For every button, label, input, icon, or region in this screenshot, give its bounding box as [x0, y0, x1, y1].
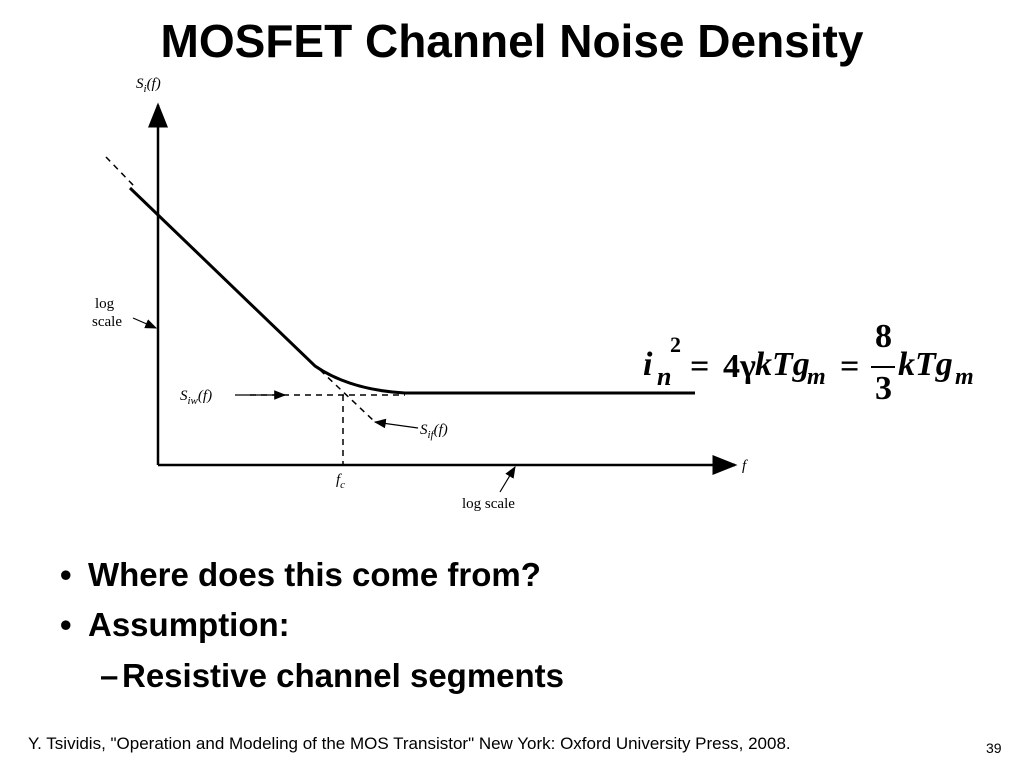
siw-label: Siw(f) [180, 388, 212, 407]
total-noise-curve [128, 186, 695, 395]
bullet-marker: • [60, 606, 72, 643]
formula-rhs-term: kTg [898, 346, 953, 383]
formula-equals-1: = [690, 348, 710, 385]
sub-bullet-text: Resistive channel segments [122, 657, 565, 694]
bullet-text: Assumption: [88, 606, 290, 643]
formula-lhs-var: i [643, 346, 653, 383]
log-scale-x-label: log scale [462, 496, 515, 512]
formula-lhs-sub: n [657, 362, 672, 391]
bullet-list: • Where does this come from? • Assumptio… [60, 550, 564, 702]
formula-frac-num: 8 [875, 318, 892, 355]
formula-frac-bar [871, 366, 895, 368]
citation: Y. Tsividis, "Operation and Modeling of … [28, 734, 791, 753]
bullet-item: • Assumption: [60, 600, 564, 650]
log-scale-y-label: log scale [92, 296, 122, 330]
flicker-asymptote-upper [105, 156, 135, 187]
slide-title: MOSFET Channel Noise Density [160, 15, 864, 67]
page-number: 39 [986, 740, 1002, 756]
fc-label: fc [336, 472, 345, 491]
bullet-marker: • [60, 556, 72, 593]
log-scale-y-pointer-arrow [132, 317, 158, 329]
noise-formula: i n 2 = 4γ kTg m = 8 3 kTg m [635, 318, 1015, 418]
x-axis-label: f [742, 458, 748, 474]
formula-mid-term: kTg [755, 346, 810, 383]
formula-frac-den: 3 [875, 370, 892, 407]
formula-equals-2: = [840, 348, 860, 385]
formula-lhs-sup: 2 [670, 332, 681, 357]
flicker-asymptote-lower [319, 369, 376, 423]
y-axis-label: Si(f) [136, 76, 161, 95]
sub-bullet-marker: – [100, 657, 119, 694]
formula-mid-sub: m [807, 364, 826, 390]
sif-label: Sif(f) [420, 422, 448, 441]
sif-pointer-arrow [373, 418, 419, 429]
bullet-item: • Where does this come from? [60, 550, 564, 600]
formula-rhs-sub: m [955, 364, 974, 390]
formula-coef: 4γ [723, 348, 756, 385]
log-scale-x-pointer-arrow [499, 465, 516, 493]
bullet-text: Where does this come from? [88, 556, 541, 593]
sub-bullet-item: – Resistive channel segments [60, 650, 564, 702]
